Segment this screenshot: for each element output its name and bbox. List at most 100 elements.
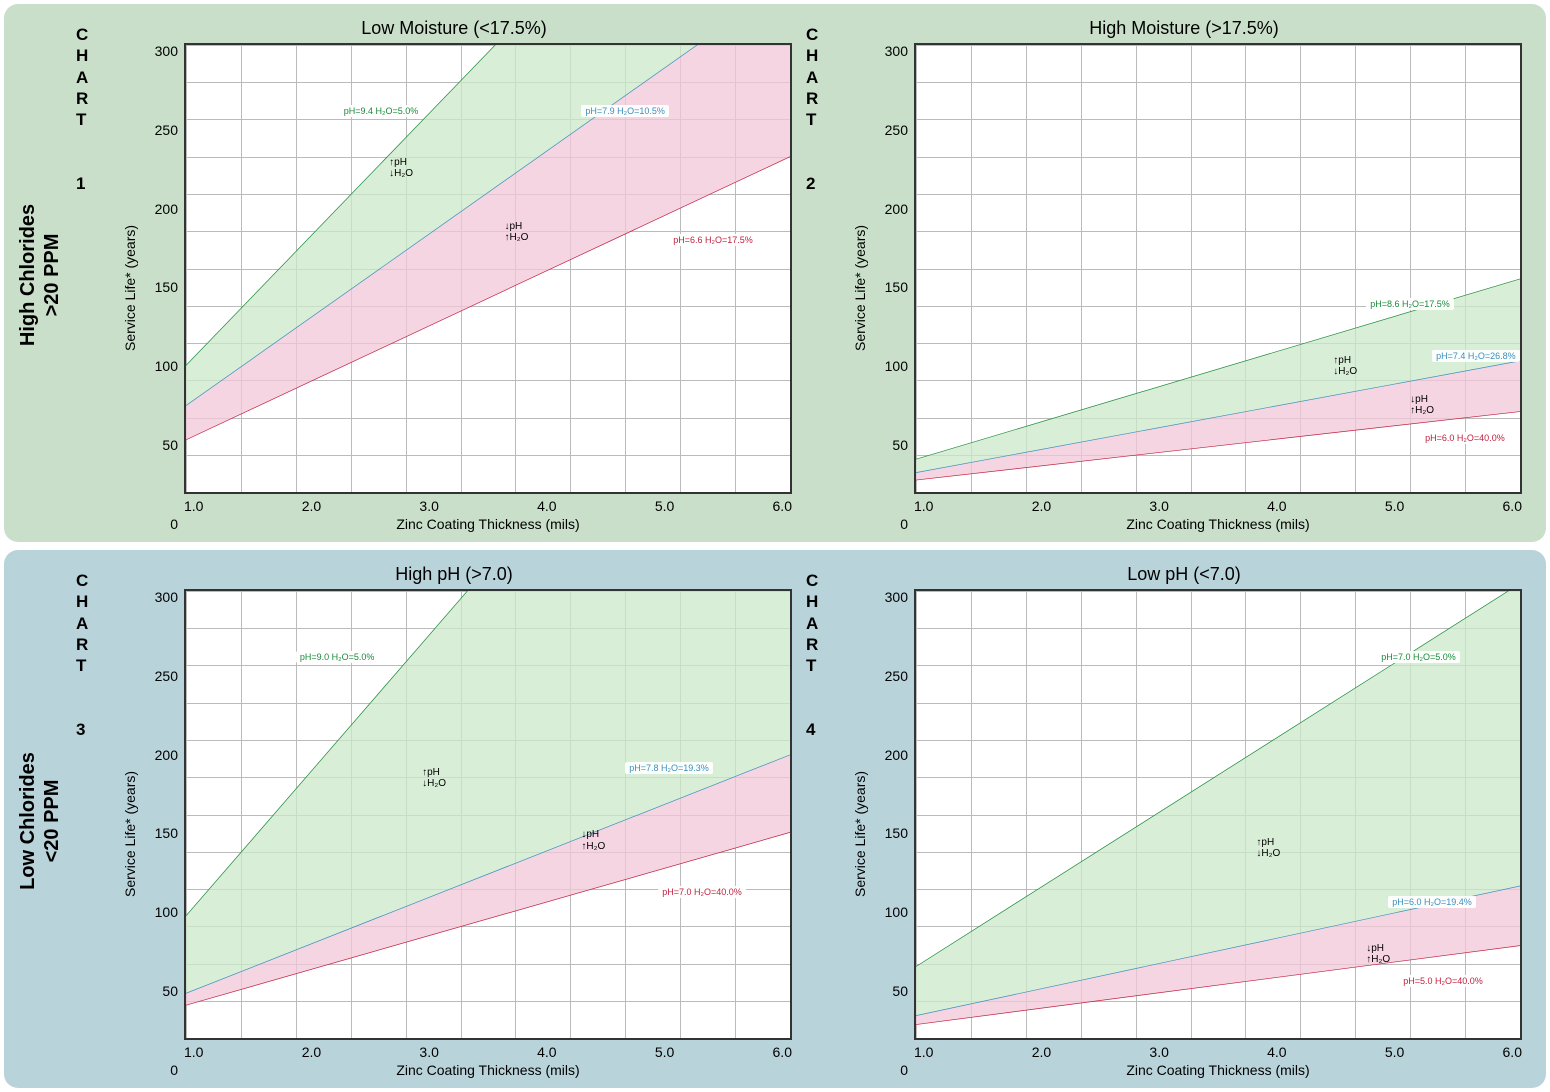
y-tick: 300 [155, 43, 178, 59]
y-tick: 150 [885, 825, 908, 841]
chart-2-plot: pH=8.6 H₂O=17.5%pH=7.4 H₂O=26.8%pH=6.0 H… [914, 43, 1522, 494]
chart-1-cell: Low Moisture (<17.5%) Service Life* (yea… [102, 18, 806, 532]
y-tick: 200 [155, 747, 178, 763]
y-tick: 250 [885, 122, 908, 138]
chart-svg-ink [186, 591, 790, 1038]
chart-number-1: CHART1 [76, 24, 89, 194]
x-tick: 5.0 [1385, 1044, 1404, 1060]
chart-3-title: High pH (>7.0) [116, 564, 792, 585]
y-tick: 100 [155, 358, 178, 374]
x-tick: 2.0 [302, 1044, 321, 1060]
x-tick: 1.0 [914, 498, 933, 514]
x-axis-label: Zinc Coating Thickness (mils) [914, 516, 1522, 532]
x-tick: 4.0 [1267, 1044, 1286, 1060]
chart-grid-container: High Chlorides>20 PPM CHART1 Low Moistur… [0, 0, 1550, 1092]
chart-3-cell: High pH (>7.0) Service Life* (years) 300… [102, 564, 806, 1078]
x-tick: 2.0 [1032, 498, 1051, 514]
x-tick: 4.0 [537, 1044, 556, 1060]
row-high-chlorides: High Chlorides>20 PPM CHART1 Low Moistur… [4, 4, 1546, 542]
y-tick: 150 [885, 279, 908, 295]
x-axis-ticks: 1.02.03.04.05.06.0 [914, 1040, 1522, 1062]
line-blue-label: pH=7.9 H₂O=10.5% [581, 105, 669, 117]
line-red-label: pH=6.0 H₂O=40.0% [1421, 432, 1509, 444]
y-axis-label: Service Life* (years) [852, 224, 868, 350]
x-tick: 6.0 [773, 498, 792, 514]
gridline-h [186, 1038, 790, 1039]
y-tick: 300 [885, 43, 908, 59]
x-tick: 5.0 [655, 498, 674, 514]
y-axis-ticks: 300250200150100500 [144, 589, 184, 1078]
x-tick: 3.0 [419, 1044, 438, 1060]
row-label-high-chlorides: High Chlorides>20 PPM [16, 204, 64, 346]
chart-number-3: CHART3 [76, 570, 89, 740]
gridline-h [186, 492, 790, 493]
y-tick: 250 [885, 668, 908, 684]
y-tick: 50 [892, 983, 908, 999]
y-axis-ticks: 300250200150100500 [144, 43, 184, 532]
chart-svg-ink [916, 45, 1520, 492]
y-tick: 50 [892, 437, 908, 453]
x-tick: 1.0 [914, 1044, 933, 1060]
line-green-label: pH=9.0 H₂O=5.0% [296, 651, 379, 663]
y-tick: 50 [162, 983, 178, 999]
x-axis-ticks: 1.02.03.04.05.06.0 [914, 494, 1522, 516]
line-red-label: pH=5.0 H₂O=40.0% [1399, 975, 1487, 987]
y-tick: 200 [885, 747, 908, 763]
x-tick: 1.0 [184, 498, 203, 514]
chart-1-plot: pH=9.4 H₂O=5.0%pH=7.9 H₂O=10.5%pH=6.6 H₂… [184, 43, 792, 494]
y-tick: 100 [155, 904, 178, 920]
y-tick: 300 [155, 589, 178, 605]
y-tick: 100 [885, 904, 908, 920]
chart-4-cell: Low pH (<7.0) Service Life* (years) 3002… [832, 564, 1536, 1078]
line-blue-label: pH=6.0 H₂O=19.4% [1388, 896, 1476, 908]
x-tick: 5.0 [655, 1044, 674, 1060]
y-tick: 250 [155, 122, 178, 138]
x-tick: 2.0 [302, 498, 321, 514]
line-blue-label: pH=7.4 H₂O=26.8% [1432, 350, 1520, 362]
x-tick: 5.0 [1385, 498, 1404, 514]
y-axis-label: Service Life* (years) [122, 224, 138, 350]
y-tick: 250 [155, 668, 178, 684]
gridline-v [1520, 45, 1521, 492]
y-tick: 200 [155, 201, 178, 217]
y-tick: 0 [170, 516, 178, 532]
chart-2-title: High Moisture (>17.5%) [846, 18, 1522, 39]
x-tick: 6.0 [773, 1044, 792, 1060]
y-axis-ticks: 300 250 200 150 100 50 0 [874, 589, 914, 1078]
row-low-chlorides: Low Chlorides<20 PPM CHART3 High pH (>7.… [4, 550, 1546, 1088]
arrow-annotation-down: ↓pH↑H₂O [1366, 943, 1390, 966]
y-tick: 0 [900, 516, 908, 532]
arrow-annotation-down: ↓pH↑H₂O [1410, 394, 1434, 417]
x-tick: 3.0 [1149, 1044, 1168, 1060]
x-tick: 3.0 [419, 498, 438, 514]
arrow-annotation-up: ↑pH↓H₂O [1333, 355, 1357, 378]
gridline-v [1520, 591, 1521, 1038]
gridline-h [916, 492, 1520, 493]
arrow-annotation-up: ↑pH↓H₂O [389, 157, 413, 180]
x-tick: 2.0 [1032, 1044, 1051, 1060]
x-tick: 4.0 [1267, 498, 1286, 514]
y-axis-label: Service Life* (years) [122, 770, 138, 896]
arrow-annotation-up: ↑pH↓H₂O [422, 767, 446, 790]
line-blue-label: pH=7.8 H₂O=19.3% [625, 762, 713, 774]
chart-2-cell: High Moisture (>17.5%) Service Life* (ye… [832, 18, 1536, 532]
x-axis-ticks: 1.0 2.0 3.0 4.0 5.0 6.0 [184, 494, 792, 516]
y-tick: 300 [885, 589, 908, 605]
chart-4-plot: pH=7.0 H₂O=5.0%pH=6.0 H₂O=19.4%pH=5.0 H₂… [914, 589, 1522, 1040]
x-axis-label: Zinc Coating Thickness (mils) [914, 1062, 1522, 1078]
x-tick: 1.0 [184, 1044, 203, 1060]
line-green-label: pH=9.4 H₂O=5.0% [340, 105, 423, 117]
y-tick: 0 [900, 1062, 908, 1078]
y-tick: 200 [885, 201, 908, 217]
y-axis-label: Service Life* (years) [852, 770, 868, 896]
chart-svg-ink [186, 45, 790, 492]
x-tick: 6.0 [1503, 498, 1522, 514]
x-axis-label: Zinc Coating Thickness (mils) [184, 1062, 792, 1078]
gridline-h [916, 1038, 1520, 1039]
x-tick: 4.0 [537, 498, 556, 514]
row-label-low-chlorides: Low Chlorides<20 PPM [16, 752, 64, 890]
arrow-annotation-down: ↓pH↑H₂O [581, 829, 605, 852]
y-axis-ticks: 300250200150100500 [874, 43, 914, 532]
gridline-v [790, 45, 791, 492]
y-tick: 150 [155, 279, 178, 295]
